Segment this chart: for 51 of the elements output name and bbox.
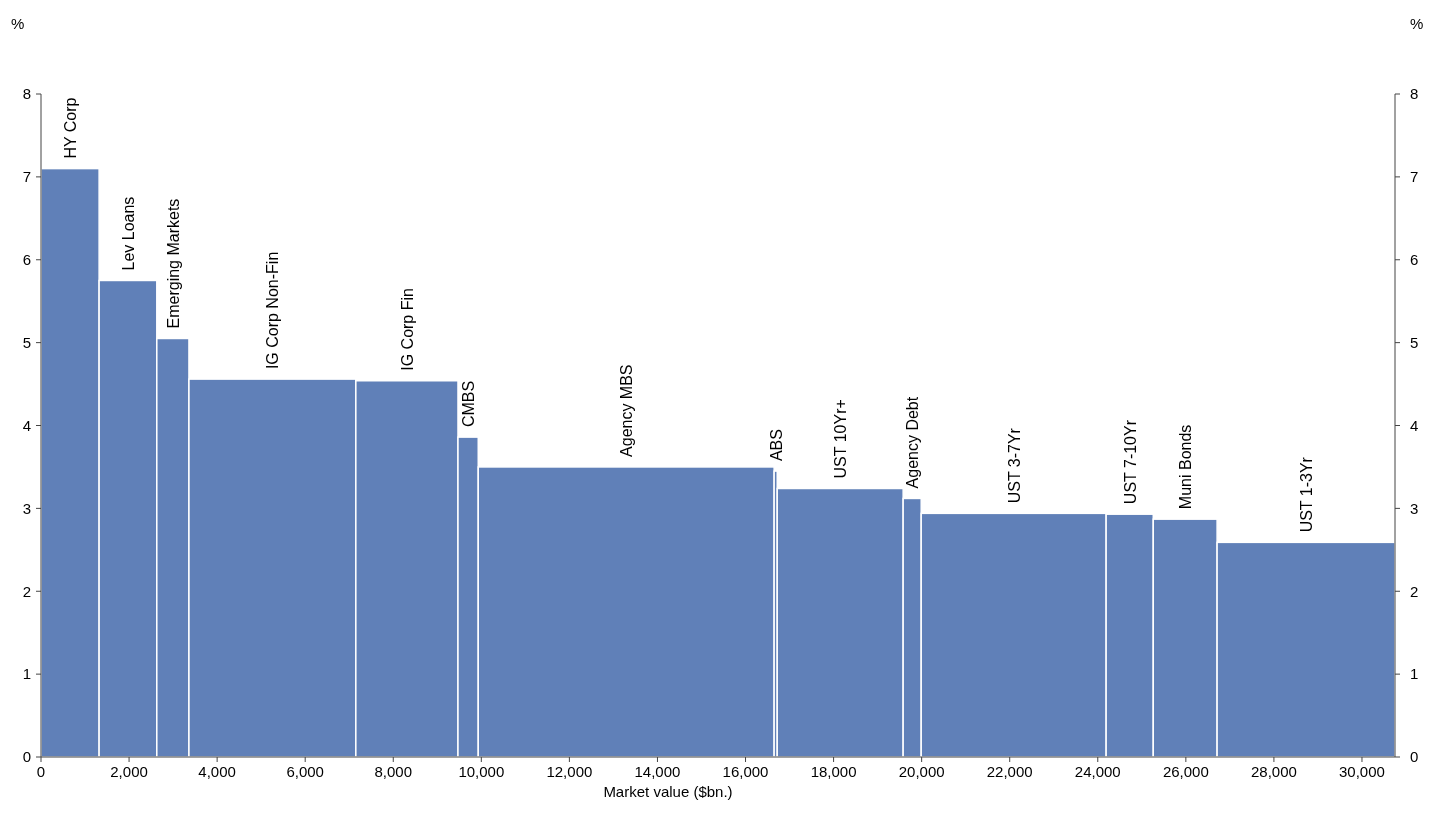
y2-tick-label: 5 [1410, 333, 1419, 351]
x-tick-label: 28,000 [1250, 763, 1297, 780]
x-tick-label: 26,000 [1162, 763, 1209, 780]
x-tick-label: 6,000 [286, 763, 324, 780]
y2-tick-label: 3 [1410, 499, 1419, 517]
y-tick-label: 0 [22, 748, 31, 766]
annotation: Lev Loans [119, 196, 137, 271]
y-tick-label: 1 [22, 665, 31, 683]
annotation: UST 7-10Yr [1121, 419, 1139, 505]
y-tick-label: 4 [22, 416, 31, 434]
annotation: UST 1-3Yr [1298, 456, 1316, 533]
y2-tick-label: 2 [1410, 582, 1419, 600]
y-tick-label: 6 [22, 251, 31, 268]
x-tick-label: 24,000 [1074, 763, 1121, 780]
y-tick-label: 3 [22, 499, 31, 517]
x-tick-label: 0 [36, 763, 46, 780]
x-tick-label: 14,000 [634, 763, 681, 780]
annotation: Emerging Markets [164, 198, 182, 329]
y-tick-label: 5 [22, 333, 31, 351]
x-axis-title: Market value ($bn.) [603, 783, 733, 800]
y2-tick-label: 8 [1410, 85, 1419, 103]
annotation: Agency Debt [904, 396, 922, 489]
annotation: IG Corp Fin [398, 288, 416, 371]
y-tick-label: 8 [22, 85, 31, 103]
x-tick-label: 8,000 [374, 763, 413, 780]
x-tick-label: 4,000 [198, 763, 236, 780]
annotation: UST 10Yr+ [832, 399, 850, 479]
x-tick-label: 30,000 [1339, 763, 1385, 780]
y2-tick-label: 7 [1410, 168, 1419, 186]
x-tick-label: 16,000 [722, 763, 769, 780]
y2-tick-label: 0 [1410, 748, 1419, 766]
annotation: ABS [767, 429, 785, 462]
x-tick-label: 12,000 [546, 763, 593, 780]
annotation: IG Corp Non-Fin [264, 251, 282, 370]
annotation: Muni Bonds [1177, 424, 1195, 510]
y2-tick-label: 6 [1410, 251, 1419, 268]
annotation: HY Corp [62, 97, 80, 159]
x-tick-label: 2,000 [110, 763, 148, 780]
y2-tick-label: 4 [1410, 416, 1419, 434]
x-tick-label: 20,000 [898, 763, 945, 780]
annotation: Agency MBS [618, 364, 636, 457]
y-axis-title: % [11, 15, 25, 33]
x-tick-label: 10,000 [458, 763, 505, 780]
annotation: UST 3-7Yr [1005, 427, 1023, 504]
y2-axis-title: % [1410, 15, 1424, 33]
y2-tick-label: 1 [1410, 665, 1419, 683]
x-tick-label: 18,000 [810, 763, 857, 780]
y-tick-label: 2 [22, 582, 31, 600]
annotation: CMBS [460, 380, 478, 428]
x-tick-label: 22,000 [986, 763, 1033, 780]
y-tick-label: 7 [22, 168, 31, 186]
